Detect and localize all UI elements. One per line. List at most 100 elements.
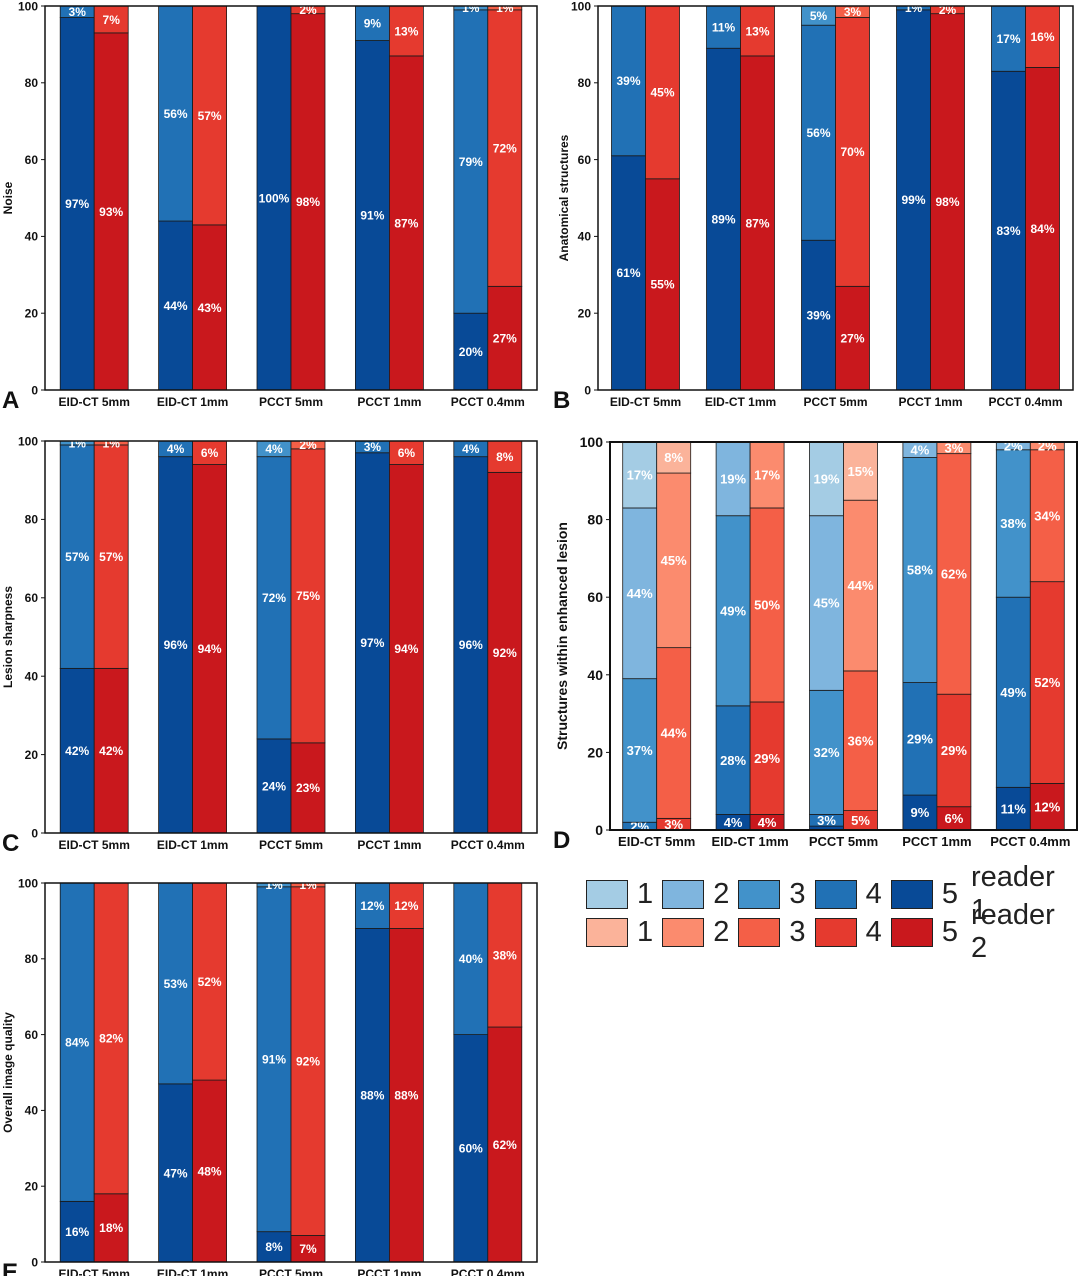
- data-label: 36%: [847, 733, 873, 748]
- data-label: 42%: [99, 744, 123, 758]
- y-tick-label: 80: [587, 512, 603, 528]
- bar-segment: [59, 17, 95, 391]
- bar-segment: [902, 682, 938, 796]
- y-tick-label: 40: [25, 1104, 39, 1118]
- legend-swatch-r2-1: [586, 917, 628, 947]
- bar-segment: [192, 464, 228, 834]
- bar-segment: [453, 1034, 489, 1263]
- x-tick-label: PCCT 0.4mm: [451, 395, 525, 409]
- bar-segment: [835, 285, 870, 391]
- bar-segment: [622, 678, 658, 823]
- data-label: 99%: [901, 193, 925, 207]
- bar-segment: [835, 17, 870, 287]
- x-tick-label: PCCT 5mm: [259, 1267, 323, 1276]
- bar-segment: [706, 47, 741, 391]
- bar-segment: [843, 499, 878, 672]
- data-label: 39%: [616, 74, 640, 88]
- bar-segment: [158, 456, 194, 834]
- x-tick-label: PCCT 5mm: [259, 838, 323, 852]
- bar-segment: [192, 5, 228, 226]
- bar-segment: [290, 13, 326, 391]
- bar-segment: [256, 456, 292, 740]
- y-tick-label: 20: [25, 307, 39, 321]
- panel-E: 16% 84% 18% 82% EID-CT 5mm 47% 53% 48% 52% EID-CT…: [1, 876, 538, 1276]
- bar-segment: [354, 928, 390, 1263]
- data-label: 84%: [65, 1036, 89, 1050]
- bar-segment: [290, 886, 326, 1236]
- data-label: 5%: [810, 9, 828, 23]
- x-tick-label: PCCT 1mm: [357, 1267, 421, 1276]
- data-label: 8%: [664, 450, 683, 465]
- legend-level-label: 4: [865, 915, 882, 948]
- y-tick-label: 40: [25, 230, 39, 244]
- data-label: 45%: [813, 596, 839, 611]
- x-tick-label: EID-CT 1mm: [157, 838, 228, 852]
- data-label: 96%: [164, 638, 188, 652]
- data-label: 57%: [65, 550, 89, 564]
- axes-frame: [597, 5, 1074, 391]
- bar-segment: [749, 507, 785, 703]
- data-label: 98%: [296, 195, 320, 209]
- data-label: 47%: [164, 1166, 188, 1180]
- data-label: 87%: [745, 216, 769, 230]
- data-label: 55%: [650, 278, 674, 292]
- y-tick-label: 0: [31, 383, 38, 397]
- data-label: 17%: [754, 468, 780, 483]
- x-tick-label: PCCT 0.4mm: [451, 838, 525, 852]
- data-label: 97%: [65, 197, 89, 211]
- x-tick-label: PCCT 0.4mm: [451, 1267, 525, 1276]
- data-label: 4%: [462, 442, 480, 456]
- bar-segment: [158, 1083, 194, 1263]
- bar-segment: [256, 886, 292, 1233]
- data-label: 88%: [394, 1089, 418, 1103]
- data-label: 32%: [813, 745, 839, 760]
- bar-segment: [487, 9, 523, 287]
- data-label: 27%: [493, 331, 517, 345]
- legend-swatch-r2-2: [662, 917, 705, 947]
- bar-segment: [801, 24, 836, 241]
- axes-frame: [44, 440, 538, 834]
- y-tick-label: 20: [587, 744, 603, 760]
- bar-segment: [93, 5, 129, 34]
- y-tick-label: 60: [25, 153, 39, 167]
- data-label: 24%: [262, 779, 286, 793]
- x-tick-label: EID-CT 5mm: [59, 1267, 130, 1276]
- bar-segment: [192, 224, 228, 391]
- bar-segment: [290, 742, 326, 834]
- data-label: 28%: [720, 753, 746, 768]
- data-label: 93%: [99, 205, 123, 219]
- bar-segment: [611, 155, 646, 391]
- y-tick-label: 0: [595, 822, 603, 838]
- y-tick-label: 100: [580, 434, 604, 450]
- legend-swatch-r1-5: [890, 879, 933, 909]
- data-label: 19%: [720, 472, 746, 487]
- data-label: 18%: [99, 1221, 123, 1235]
- y-tick-label: 20: [578, 307, 592, 321]
- data-label: 2%: [1038, 439, 1057, 454]
- panel-letter: A: [2, 387, 19, 414]
- y-tick-label: 0: [31, 826, 38, 840]
- data-label: 4%: [265, 442, 283, 456]
- data-label: 11%: [712, 20, 736, 34]
- bar-segment: [656, 647, 692, 819]
- legend-reader-1-label: reader 1: [971, 861, 1055, 926]
- data-label: 57%: [198, 109, 222, 123]
- data-label: 44%: [847, 578, 873, 593]
- bar-segment: [936, 693, 972, 808]
- bar-segment: [59, 444, 95, 669]
- data-label: 42%: [65, 744, 89, 758]
- data-label: 4%: [758, 815, 777, 830]
- y-tick-label: 80: [578, 76, 592, 90]
- y-axis-label: Lesion sharpness: [1, 586, 15, 688]
- bar-segment: [388, 55, 424, 391]
- panel-letter: D: [553, 827, 570, 854]
- bar-segment: [809, 515, 844, 691]
- data-label: 44%: [661, 726, 687, 741]
- legend-swatch-r1-1: [586, 879, 628, 909]
- legend-reader-2-label: reader 2: [971, 899, 1055, 964]
- y-axis-label: Overall image quality: [1, 1012, 15, 1133]
- data-label: 75%: [296, 589, 320, 603]
- data-label: 72%: [493, 141, 517, 155]
- data-label: 49%: [1000, 685, 1026, 700]
